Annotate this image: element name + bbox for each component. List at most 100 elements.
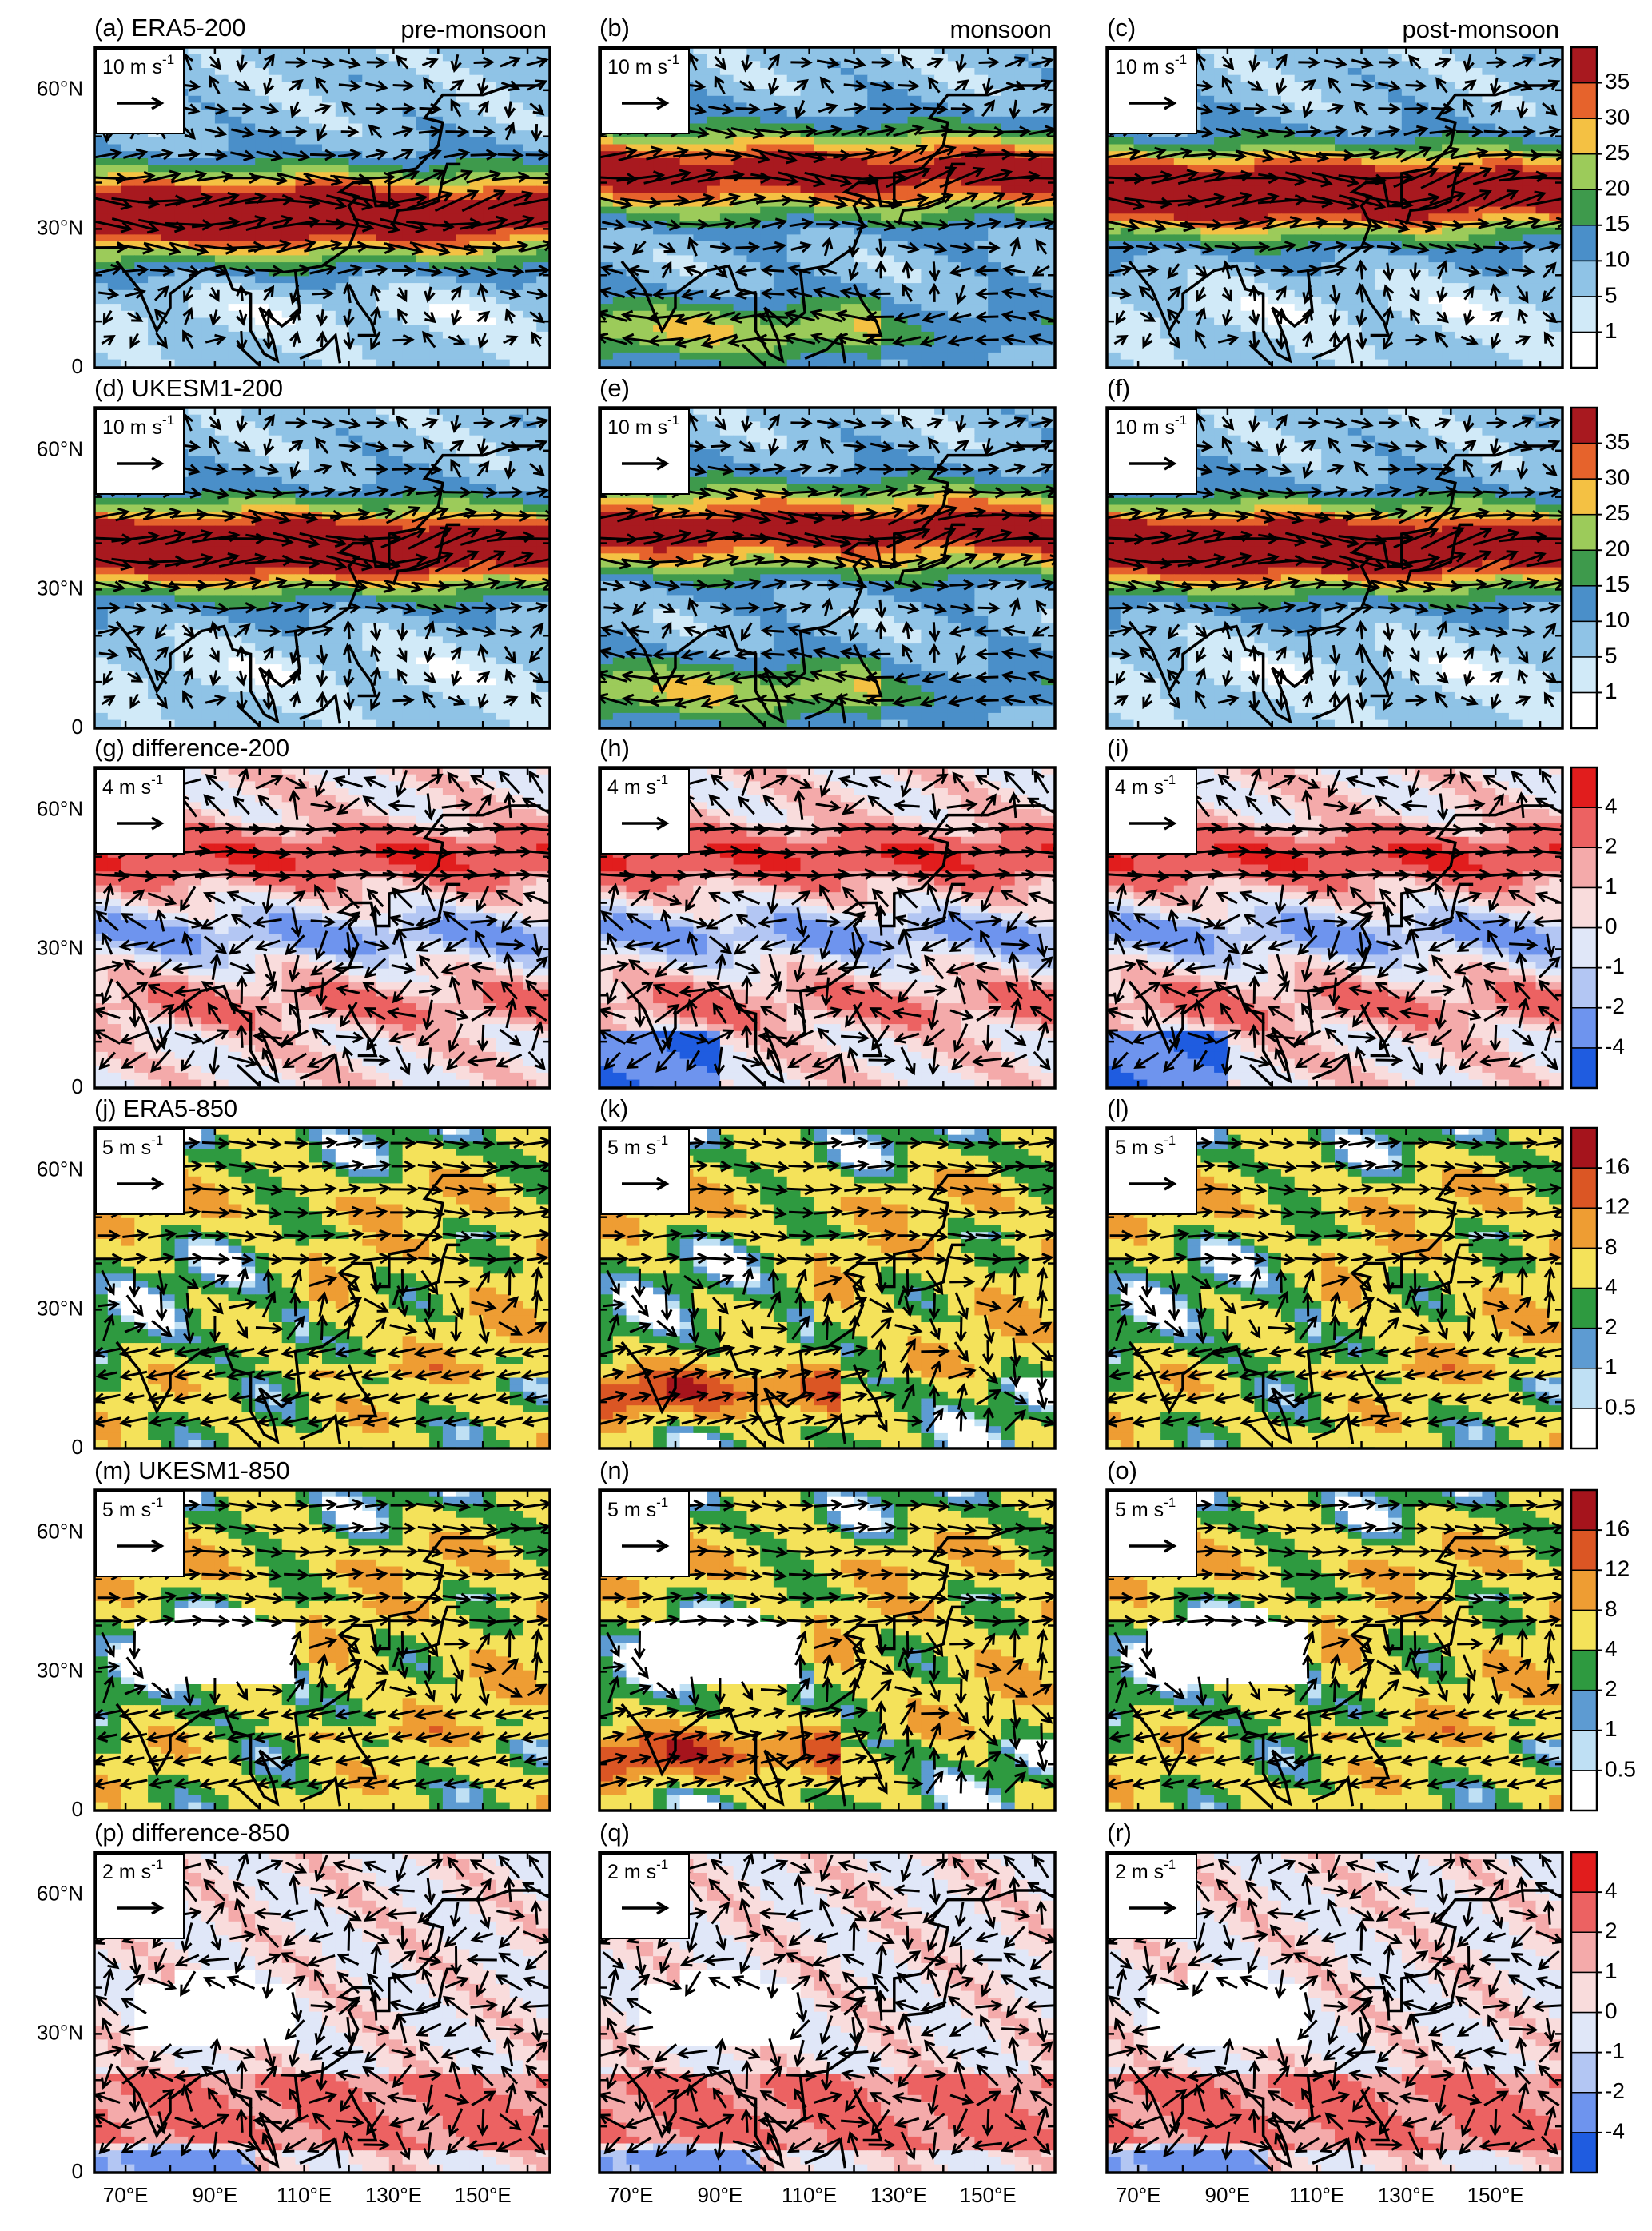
shading-cell: [1295, 234, 1308, 241]
shading-cell: [523, 158, 537, 165]
shading-cell: [1107, 213, 1121, 221]
shading-cell: [827, 68, 841, 75]
shading-cell: [456, 360, 470, 367]
shading-cell: [403, 353, 416, 360]
shading-cell: [349, 96, 363, 103]
shading-cell: [349, 68, 363, 75]
shading-cell: [201, 110, 215, 117]
shading-cell: [867, 269, 881, 277]
shading-cell: [94, 186, 108, 193]
shading-cell: [389, 89, 403, 96]
shading-cell: [974, 117, 988, 124]
shading-cell: [134, 158, 148, 165]
shading-cell: [787, 255, 801, 262]
shading-cell: [1001, 297, 1015, 305]
shading-cell: [1188, 249, 1201, 256]
shading-cell: [1469, 117, 1483, 124]
shading-cell: [108, 186, 121, 193]
shading-cell: [175, 345, 189, 353]
shading-cell: [1029, 213, 1042, 221]
shading-cell: [921, 213, 934, 221]
shading-cell: [1107, 207, 1121, 214]
shading-cell: [282, 96, 296, 103]
shading-cell: [1160, 137, 1174, 145]
shading-cell: [894, 228, 908, 235]
shading-cell: [229, 234, 242, 241]
shading-cell: [1029, 96, 1042, 103]
shading-cell: [108, 158, 121, 165]
shading-cell: [1523, 102, 1536, 110]
shading-cell: [349, 186, 363, 193]
shading-cell: [1308, 68, 1322, 75]
shading-cell: [1001, 137, 1015, 145]
shading-cell: [322, 158, 336, 165]
shading-cell: [296, 165, 309, 173]
shading-cell: [322, 186, 336, 193]
shading-cell: [1308, 228, 1322, 235]
shading-cell: [827, 96, 841, 103]
shading-cell: [336, 311, 349, 318]
shading-cell: [1015, 255, 1029, 262]
shading-cell: [496, 297, 510, 305]
shading-cell: [1415, 213, 1429, 221]
shading-cell: [362, 234, 376, 241]
shading-cell: [429, 228, 443, 235]
shading-cell: [148, 255, 161, 262]
shading-cell: [1029, 360, 1042, 367]
shading-cell: [787, 96, 801, 103]
shading-cell: [336, 89, 349, 96]
shading-cell: [255, 228, 269, 235]
shading-cell: [1402, 75, 1415, 82]
shading-cell: [627, 304, 640, 311]
shading-cell: [1455, 234, 1469, 241]
shading-cell: [241, 96, 255, 103]
shading-cell: [948, 255, 961, 262]
shading-cell: [349, 255, 363, 262]
shading-cell: [961, 318, 975, 325]
shading-cell: [1549, 145, 1562, 152]
shading-cell: [201, 165, 215, 173]
shading-cell: [1200, 255, 1214, 262]
shading-cell: [1121, 255, 1134, 262]
shading-cell: [1029, 249, 1042, 256]
shading-cell: [416, 145, 429, 152]
shading-cell: [1134, 297, 1148, 305]
shading-cell: [322, 276, 336, 283]
shading-cell: [1041, 68, 1055, 75]
shading-cell: [1241, 96, 1255, 103]
shading-cell: [1428, 186, 1442, 193]
shading-cell: [469, 353, 483, 360]
shading-cell: [827, 137, 841, 145]
shading-cell: [510, 325, 523, 332]
shading-cell: [974, 345, 988, 353]
shading-cell: [881, 360, 894, 367]
shading-cell: [894, 360, 908, 367]
shading-cell: [1134, 186, 1148, 193]
shading-cell: [429, 234, 443, 241]
shading-cell: [841, 124, 854, 131]
shading-cell: [94, 360, 108, 367]
shading-cell: [282, 186, 296, 193]
shading-cell: [309, 276, 322, 283]
shading-cell: [282, 68, 296, 75]
shading-cell: [1174, 276, 1188, 283]
shading-cell: [746, 255, 760, 262]
shading-cell: [443, 276, 456, 283]
shading-cell: [469, 332, 483, 339]
shading-cell: [881, 353, 894, 360]
shading-cell: [693, 158, 707, 165]
shading-cell: [496, 345, 510, 353]
shading-cell: [229, 179, 242, 186]
shading-cell: [255, 255, 269, 262]
shading-cell: [121, 345, 135, 353]
shading-cell: [175, 186, 189, 193]
shading-cell: [948, 228, 961, 235]
shading-cell: [1134, 213, 1148, 221]
shading-cell: [1188, 137, 1201, 145]
shading-cell: [1295, 165, 1308, 173]
shading-cell: [948, 283, 961, 290]
shading-cell: [282, 228, 296, 235]
shading-cell: [1121, 186, 1134, 193]
shading-cell: [1041, 353, 1055, 360]
